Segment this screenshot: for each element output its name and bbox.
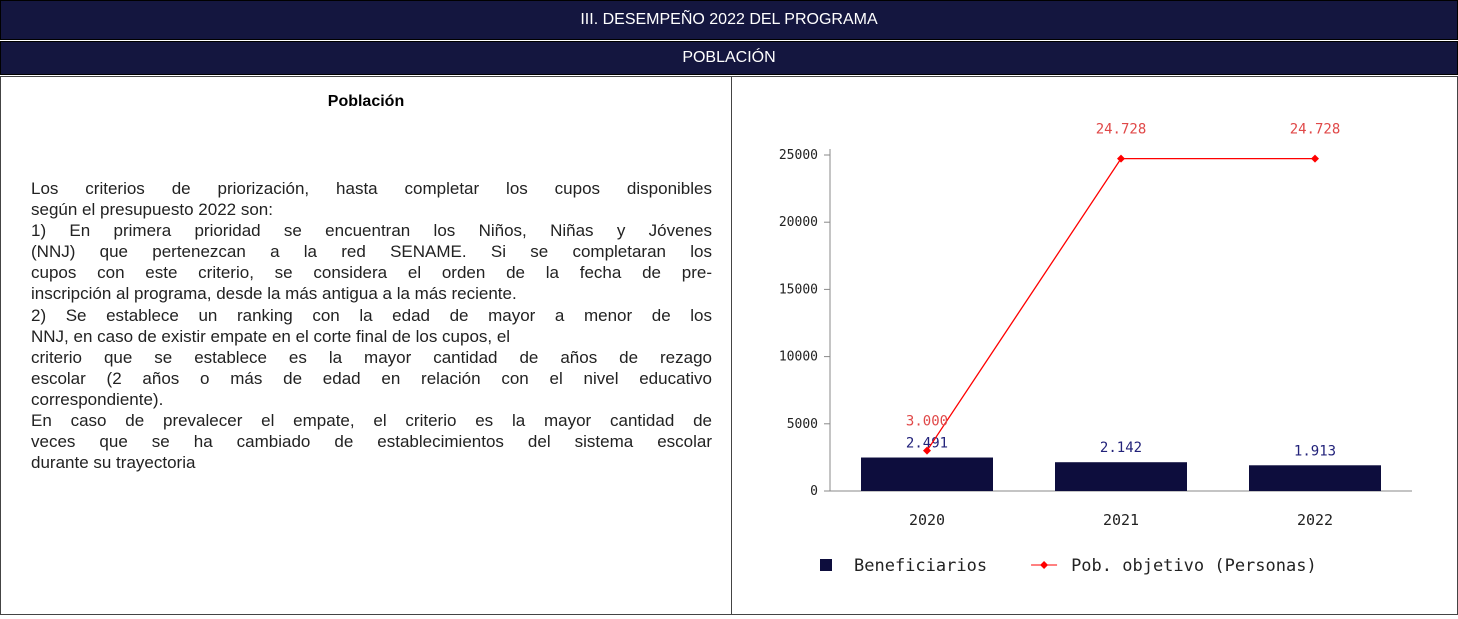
text-line: Los criterios de priorización, hasta com… <box>31 179 712 198</box>
chart: 0 5000 10000 15000 20000 25000 2020 2021 2022 2.4… <box>779 122 1412 576</box>
bar-value-label: 1.913 <box>1294 443 1336 459</box>
legend-label: Pob. objetivo (Personas) <box>1071 556 1317 576</box>
line-value-label: 24.728 <box>1290 122 1341 138</box>
y-tick-label: 15000 <box>779 282 818 297</box>
text-line: En caso de prevalecer el empate, el crit… <box>31 411 712 431</box>
y-tick-label: 25000 <box>779 148 818 163</box>
line-marker <box>1117 154 1125 163</box>
line-marker <box>1311 154 1319 163</box>
section-subtitle: POBLACIÓN <box>0 41 1458 75</box>
text-cell: Población Los criterios de priorización,… <box>0 76 732 615</box>
text-line: 1) En primera prioridad se encuentran lo… <box>31 221 712 241</box>
line <box>926 158 1315 452</box>
y-tick-label: 20000 <box>779 215 818 230</box>
legend-swatch <box>820 559 832 571</box>
line-value-label: 24.728 <box>1096 122 1147 138</box>
text-line: NNJ, en caso de existir empate en el cor… <box>31 326 511 346</box>
y-tick-label: 10000 <box>779 350 818 365</box>
text-line: 2) Se establece un ranking con la edad d… <box>31 305 712 325</box>
line-marker <box>923 446 931 455</box>
bar <box>861 457 993 491</box>
legend-marker <box>1040 561 1049 569</box>
text-line: correspondiente). <box>31 389 164 409</box>
x-tick-label: 2022 <box>1297 511 1333 529</box>
chart-cell: 0 5000 10000 15000 20000 25000 2020 2021 2022 2.4… <box>731 76 1458 615</box>
text-line: durante su trayectoria <box>31 453 196 473</box>
bar <box>1249 465 1381 491</box>
line-value-label: 3.000 <box>906 414 948 430</box>
bar-value-label: 2.142 <box>1100 440 1142 456</box>
bar <box>1055 462 1187 491</box>
text-line: criterio que se establece es la mayor ca… <box>31 347 712 367</box>
text-line: escolar (2 años o más de edad en relació… <box>31 368 712 388</box>
y-tick-label: 0 <box>810 484 818 499</box>
y-tick-label: 5000 <box>787 417 818 432</box>
text-line: inscripción al programa, desde la más an… <box>31 284 517 304</box>
text-line: veces que se ha cambiado de establecimie… <box>31 432 712 452</box>
text-line: cupos con este criterio, se considera el… <box>31 263 712 283</box>
heading: Población <box>327 93 405 110</box>
section-title: III. DESEMPEÑO 2022 DEL PROGRAMA <box>0 0 1458 40</box>
x-tick-label: 2021 <box>1103 511 1139 529</box>
paragraphs: Los criterios de priorización, hasta com… <box>31 178 712 473</box>
legend-label: Beneficiarios <box>854 556 987 576</box>
x-tick-label: 2020 <box>909 511 945 529</box>
text-line: según el presupuesto 2022 son: <box>31 200 273 220</box>
text-line: (NNJ) que pertenezcan a la red SENAME. S… <box>31 242 712 262</box>
bar-value-label: 2.491 <box>906 436 948 452</box>
